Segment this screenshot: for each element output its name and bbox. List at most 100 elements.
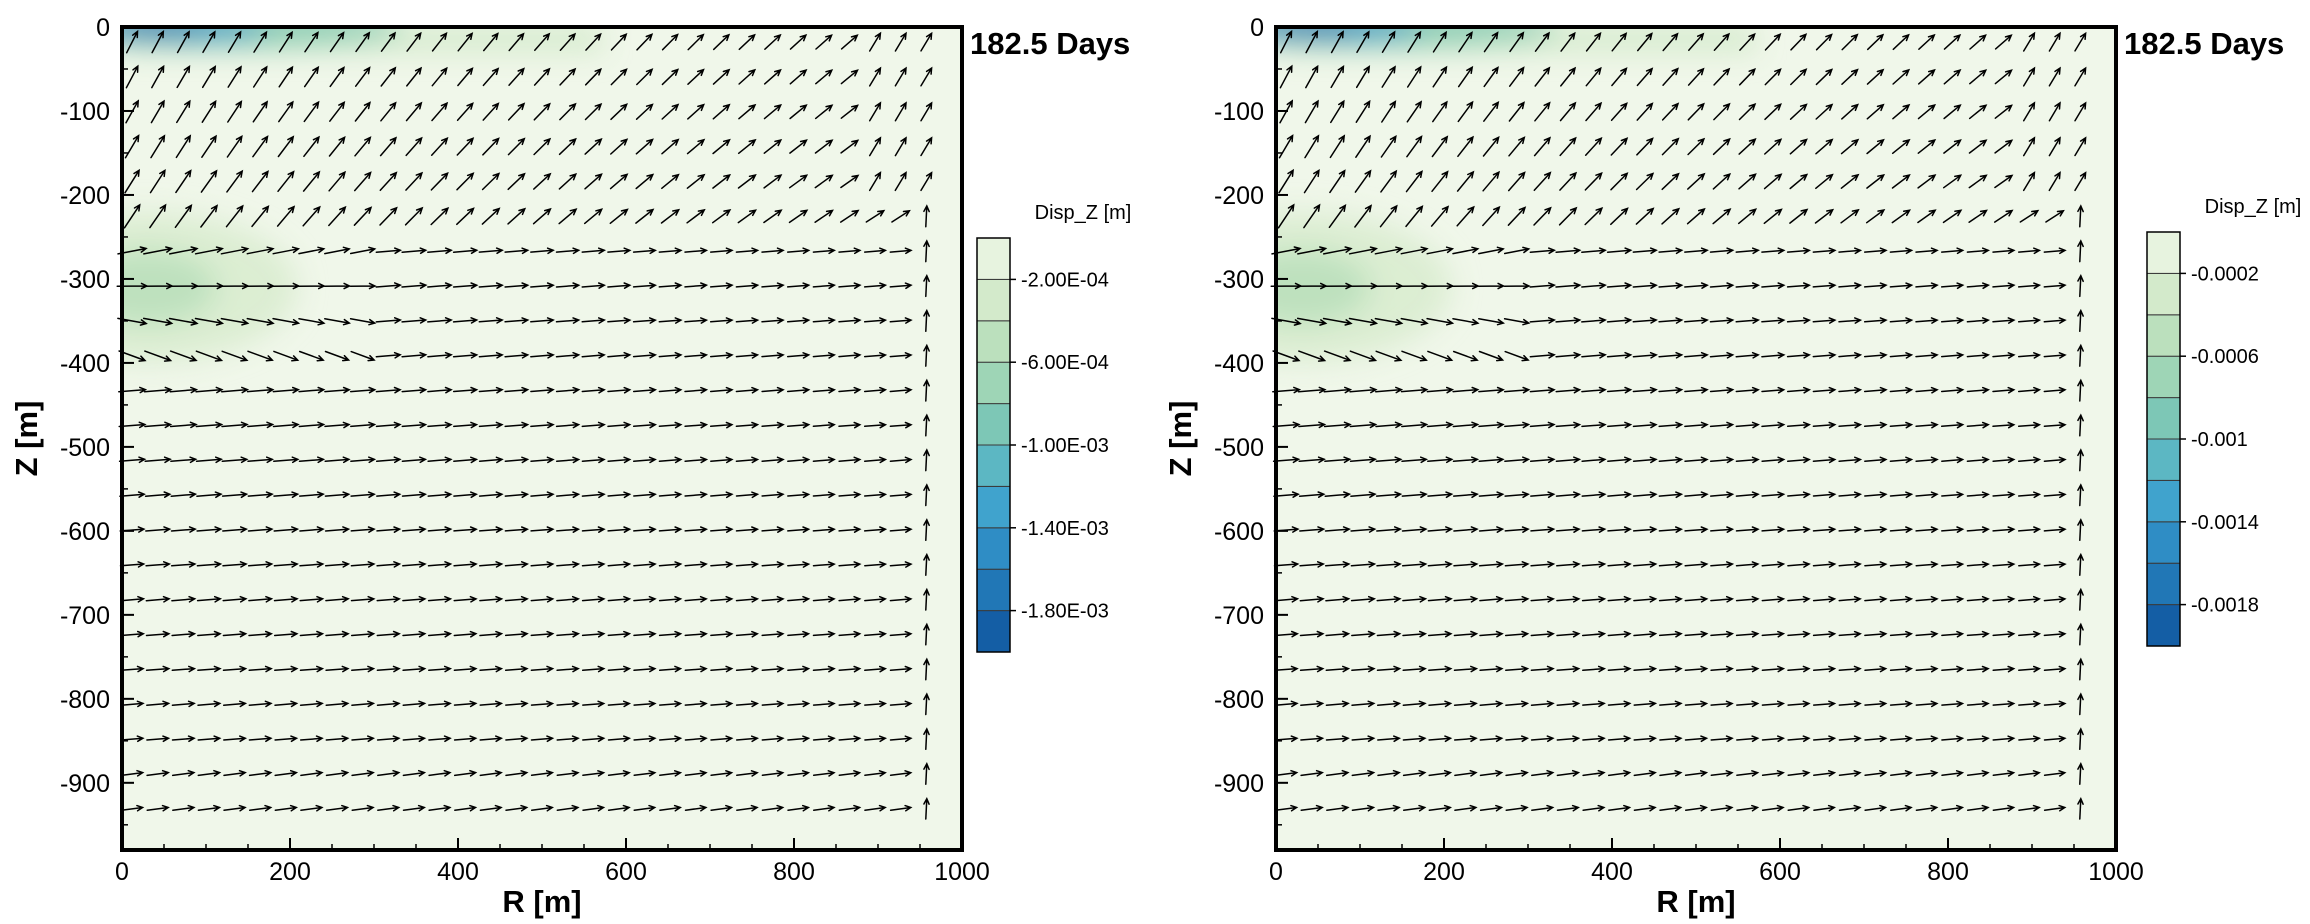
vector-arrow xyxy=(220,246,250,255)
vector-arrow xyxy=(380,31,397,52)
vector-arrow xyxy=(710,804,734,812)
vector-arrow xyxy=(1812,421,1837,429)
vector-arrow xyxy=(427,561,453,568)
vector-arrow xyxy=(1786,351,1812,359)
vector-arrow xyxy=(684,526,709,533)
vector-arrow xyxy=(1863,421,1888,429)
vector-arrow xyxy=(812,352,837,359)
vector-arrow xyxy=(1556,700,1581,708)
vector-arrow xyxy=(221,456,249,464)
vector-arrow xyxy=(761,804,785,812)
vector-arrow xyxy=(1864,700,1888,708)
x-axis-title: R [m] xyxy=(1656,884,1735,919)
vector-arrow xyxy=(581,386,606,394)
vector-arrow xyxy=(1483,31,1499,53)
vector-arrow xyxy=(479,770,503,777)
vector-arrow xyxy=(222,630,248,638)
vector-arrow xyxy=(1992,352,2016,359)
vector-arrow xyxy=(273,456,300,464)
vector-arrow xyxy=(864,595,887,603)
vector-arrow xyxy=(453,421,479,429)
vector-arrow xyxy=(453,735,478,743)
colorbar-title: Disp_Z [m] xyxy=(1035,202,1132,224)
vector-arrow xyxy=(1401,421,1429,429)
vector-arrow xyxy=(144,491,172,498)
vector-arrow xyxy=(684,491,709,499)
vector-arrow xyxy=(863,491,888,499)
vector-arrow xyxy=(1992,700,2016,708)
colorbar-band xyxy=(976,237,1011,280)
vector-arrow xyxy=(1529,282,1557,289)
vector-arrow xyxy=(427,491,453,499)
vector-arrow xyxy=(197,804,222,812)
vector-arrow xyxy=(1917,104,1937,120)
vector-arrow xyxy=(479,595,504,603)
x-tick-label: 400 xyxy=(1591,858,1633,886)
vector-arrow xyxy=(1504,491,1530,499)
vector-arrow xyxy=(2018,770,2041,777)
vector-arrow xyxy=(635,208,655,224)
vector-arrow xyxy=(923,273,930,298)
vector-arrow xyxy=(1559,136,1577,157)
vector-arrow xyxy=(1426,421,1454,429)
vector-arrow xyxy=(1377,735,1402,743)
vector-arrow xyxy=(1738,173,1757,190)
vector-arrow xyxy=(1636,32,1653,52)
vector-arrow xyxy=(220,317,250,326)
vector-arrow xyxy=(585,32,602,51)
vector-arrow xyxy=(607,421,632,429)
vector-arrow xyxy=(812,735,836,743)
vector-arrow xyxy=(1787,700,1811,708)
vector-arrow xyxy=(1966,491,1990,499)
vector-arrow xyxy=(889,282,913,290)
vector-arrow xyxy=(2077,657,2084,681)
vector-arrow xyxy=(145,526,172,533)
vector-arrow xyxy=(610,103,628,121)
vector-arrow xyxy=(323,282,352,290)
vector-arrow xyxy=(452,351,479,359)
vector-arrow xyxy=(1300,735,1325,743)
vector-arrow xyxy=(1505,804,1529,812)
vector-arrow xyxy=(246,246,275,255)
vector-arrow xyxy=(2017,526,2042,533)
vector-arrow xyxy=(124,134,140,159)
vector-arrow xyxy=(735,665,760,673)
vector-arrow xyxy=(1376,665,1402,673)
vector-arrow xyxy=(1477,282,1506,290)
vector-arrow xyxy=(1505,665,1530,673)
vector-arrow xyxy=(196,526,223,533)
vector-arrow xyxy=(923,552,930,576)
x-axis-title: R [m] xyxy=(502,884,581,919)
vector-arrow xyxy=(864,770,887,777)
vector-arrow xyxy=(1915,526,1939,533)
vector-arrow xyxy=(737,174,757,189)
vector-arrow xyxy=(889,526,913,533)
vector-arrow xyxy=(923,239,930,263)
vector-arrow xyxy=(478,386,504,394)
vector-arrow xyxy=(838,595,862,603)
vector-arrow xyxy=(1812,351,1837,359)
vector-arrow xyxy=(1355,99,1371,123)
vector-arrow xyxy=(2077,343,2084,367)
vector-arrow xyxy=(1479,735,1504,743)
vector-arrow xyxy=(246,386,275,394)
vector-arrow xyxy=(253,30,268,53)
vector-arrow xyxy=(1838,247,1863,255)
vector-arrow xyxy=(2048,101,2061,122)
vector-arrow xyxy=(2017,352,2042,359)
vector-arrow xyxy=(325,665,350,673)
vector-arrow xyxy=(2022,136,2036,157)
vector-arrow xyxy=(1351,804,1376,812)
vector-arrow xyxy=(1838,282,1863,290)
vector-arrow xyxy=(170,561,197,568)
vector-arrow xyxy=(324,456,351,464)
vector-arrow xyxy=(632,456,657,464)
vector-arrow xyxy=(2043,595,2067,603)
vector-arrow xyxy=(169,350,198,362)
vector-arrow xyxy=(1710,561,1735,568)
vector-arrow xyxy=(838,247,862,255)
vector-arrow xyxy=(923,483,930,507)
vector-arrow xyxy=(2077,692,2084,716)
vector-arrow xyxy=(453,491,479,499)
